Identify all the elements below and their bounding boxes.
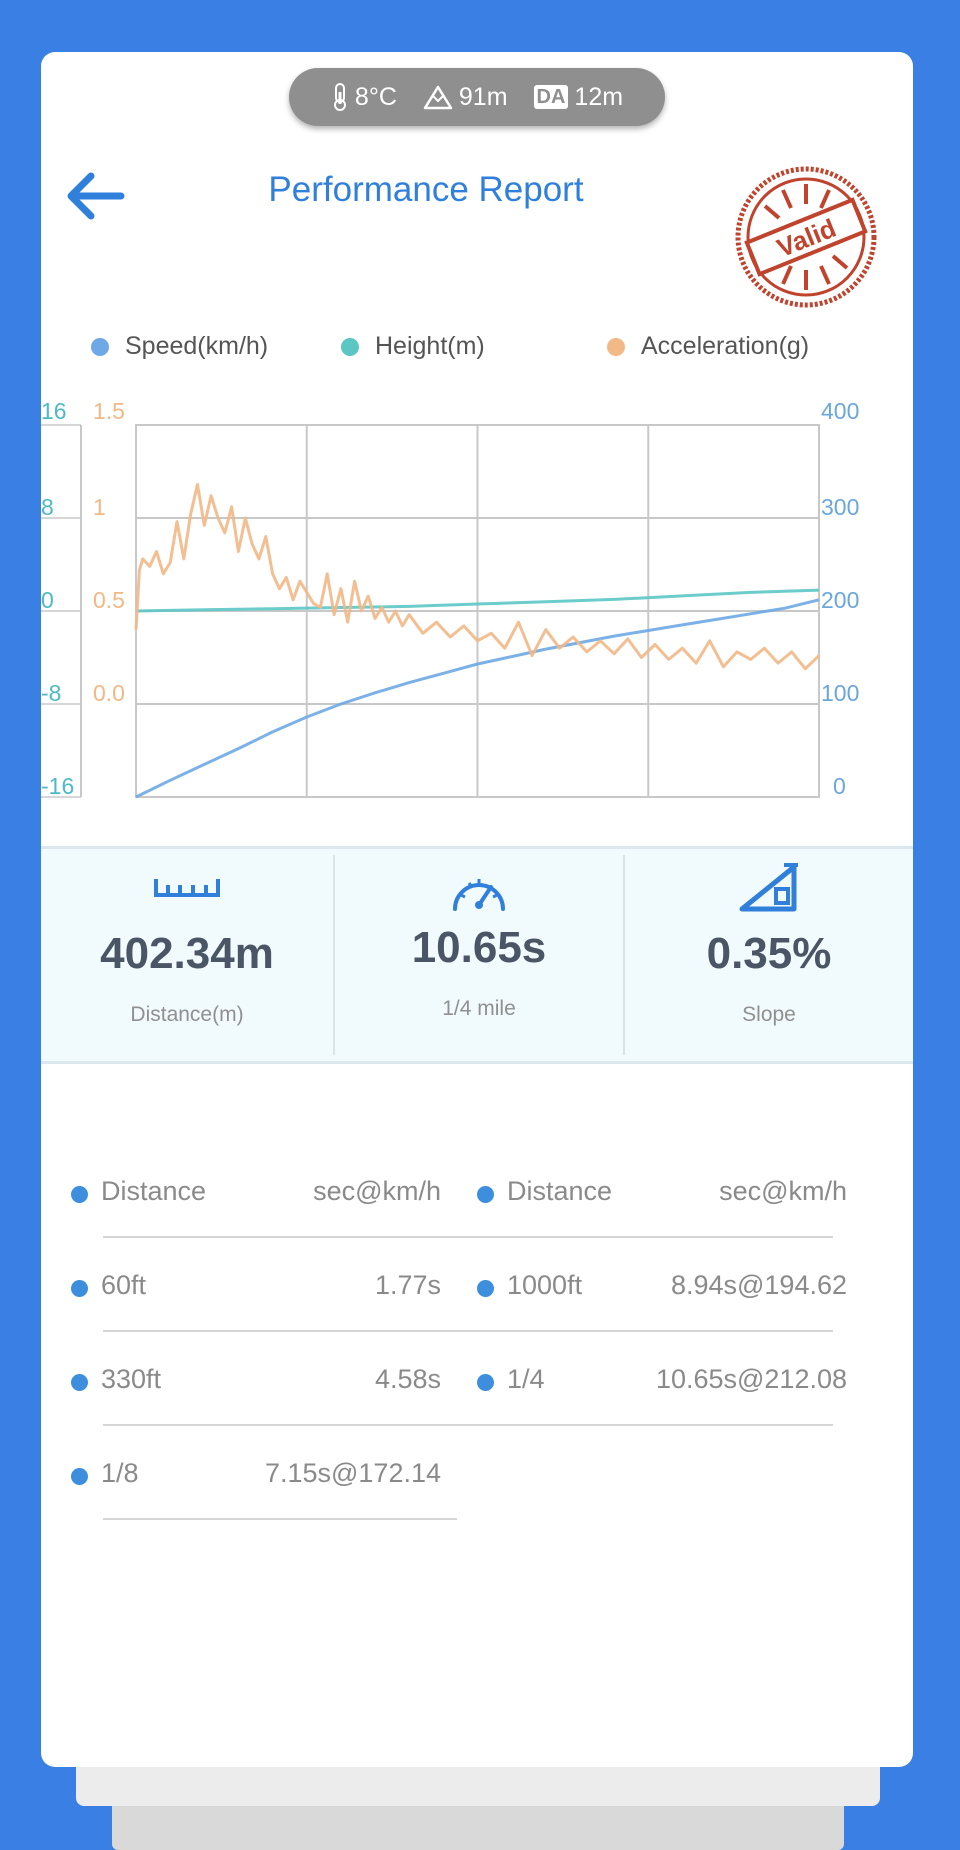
legend-label-speed: Speed(km/h) (125, 332, 269, 360)
valid-stamp: Valid (735, 166, 877, 308)
altitude-readout: 91m (423, 83, 508, 112)
bullet-dot (71, 1468, 88, 1485)
height-tick-label: 8 (41, 494, 54, 520)
performance-chart: 16 8 0 -8 -16 1.5 1 0.5 0.0 400 300 200 100 0 (41, 398, 859, 799)
quarter-mile-time: 10.65s (411, 923, 547, 972)
density-altitude-value: 12m (574, 82, 624, 111)
chart-series (134, 483, 821, 799)
bullet-dot (477, 1280, 494, 1297)
speed-tick-label: 0 (833, 773, 846, 799)
acceleration-tick-label: 1.5 (93, 398, 125, 424)
split-header-right: Distance sec@km/h (477, 1174, 847, 1214)
split-value: 8.94s@194.62 (670, 1270, 847, 1300)
legend-label-height: Height(m) (375, 332, 485, 360)
chart-tick-labels: 16 8 0 -8 -16 1.5 1 0.5 0.0 400 300 200 100 0 (41, 398, 859, 799)
temperature-readout: 8°C (331, 82, 397, 112)
height-tick-label: -16 (41, 773, 74, 799)
split-value: 4.58s (374, 1364, 441, 1394)
legend-dot-acceleration (607, 337, 625, 356)
split-header-name: Distance (507, 1176, 613, 1206)
split-name: 1/4 (507, 1364, 545, 1394)
arrow-left-icon (67, 172, 125, 220)
mountain-icon (423, 85, 453, 110)
legend-dot-speed (91, 337, 109, 356)
split-value: 1.77s (374, 1270, 441, 1300)
split-row-60ft: 60ft 1.77s (71, 1268, 441, 1308)
ruler-icon (154, 879, 220, 897)
split-row-eighth: 1/8 7.15s@172.14 (71, 1456, 441, 1496)
row-divider (103, 1518, 457, 1520)
legend-item-speed: Speed(km/h) (91, 332, 268, 361)
metrics-panel: 402.34m Distance(m) 10.65s 1/4 mile (41, 846, 913, 1064)
bullet-dot (477, 1374, 494, 1391)
metric-divider (623, 855, 625, 1055)
split-name: 330ft (101, 1364, 162, 1394)
metric-quarter-mile: 10.65s 1/4 mile (335, 849, 623, 1061)
bullet-dot (477, 1186, 494, 1203)
speed-tick-label: 100 (821, 680, 859, 706)
slope-icon (739, 863, 798, 912)
bullet-dot (71, 1280, 88, 1297)
acceleration-line (134, 483, 821, 671)
thermometer-icon (333, 83, 346, 111)
split-row-quarter: 1/4 10.65s@212.08 (477, 1362, 847, 1402)
split-header-value: sec@km/h (313, 1176, 441, 1206)
density-altitude-badge: DA (533, 85, 569, 109)
acceleration-tick-label: 0.0 (93, 680, 125, 706)
split-row-330ft: 330ft 4.58s (71, 1362, 441, 1402)
chart-legend: Speed(km/h) Height(m) Acceleration(g) (61, 332, 901, 372)
split-name: 1/8 (101, 1458, 139, 1488)
split-row-1000ft: 1000ft 8.94s@194.62 (477, 1268, 847, 1308)
height-line (135, 588, 820, 613)
legend-label-acceleration: Acceleration(g) (641, 332, 810, 360)
split-header-value: sec@km/h (719, 1176, 847, 1206)
speed-line (135, 598, 820, 799)
row-divider (103, 1236, 833, 1238)
height-tick-label: -8 (41, 680, 61, 706)
split-value: 7.15s@172.14 (264, 1458, 441, 1488)
row-divider (103, 1330, 833, 1332)
height-tick-label: 16 (41, 398, 67, 424)
speedometer-icon (453, 879, 505, 911)
legend-item-acceleration: Acceleration(g) (607, 332, 809, 361)
distance-value: 402.34m (100, 929, 274, 978)
back-button[interactable] (63, 168, 127, 224)
legend-dot-height (341, 337, 359, 356)
speed-tick-label: 300 (821, 494, 859, 520)
density-altitude-readout: DA 12m (533, 82, 624, 112)
speed-tick-label: 400 (821, 398, 859, 424)
altitude-value: 91m (458, 82, 508, 111)
bullet-dot (71, 1374, 88, 1391)
report-card: 8°C 91m DA 12m Performance Report (41, 52, 913, 1767)
split-value: 10.65s@212.08 (655, 1364, 847, 1394)
legend-item-height: Height(m) (341, 332, 485, 361)
metric-distance: 402.34m Distance(m) (41, 849, 333, 1061)
split-name: 1000ft (507, 1270, 583, 1300)
row-divider (103, 1424, 833, 1426)
metric-slope: 0.35% Slope (625, 849, 913, 1061)
acceleration-tick-label: 1 (93, 494, 106, 520)
temperature-value: 8°C (354, 82, 397, 111)
split-header-left: Distance sec@km/h (71, 1174, 441, 1214)
metric-divider (333, 855, 335, 1055)
page-title: Performance Report (268, 170, 584, 209)
quarter-mile-label: 1/4 mile (442, 997, 516, 1020)
bullet-dot (71, 1186, 88, 1203)
distance-label: Distance(m) (130, 1003, 244, 1026)
conditions-pill: 8°C 91m DA 12m (289, 68, 665, 126)
slope-value: 0.35% (706, 929, 832, 978)
acceleration-tick-label: 0.5 (93, 587, 125, 613)
split-name: 60ft (101, 1270, 147, 1300)
speed-tick-label: 200 (821, 587, 859, 613)
height-tick-label: 0 (41, 587, 54, 613)
split-header-name: Distance (101, 1176, 207, 1206)
slope-label: Slope (742, 1003, 796, 1026)
